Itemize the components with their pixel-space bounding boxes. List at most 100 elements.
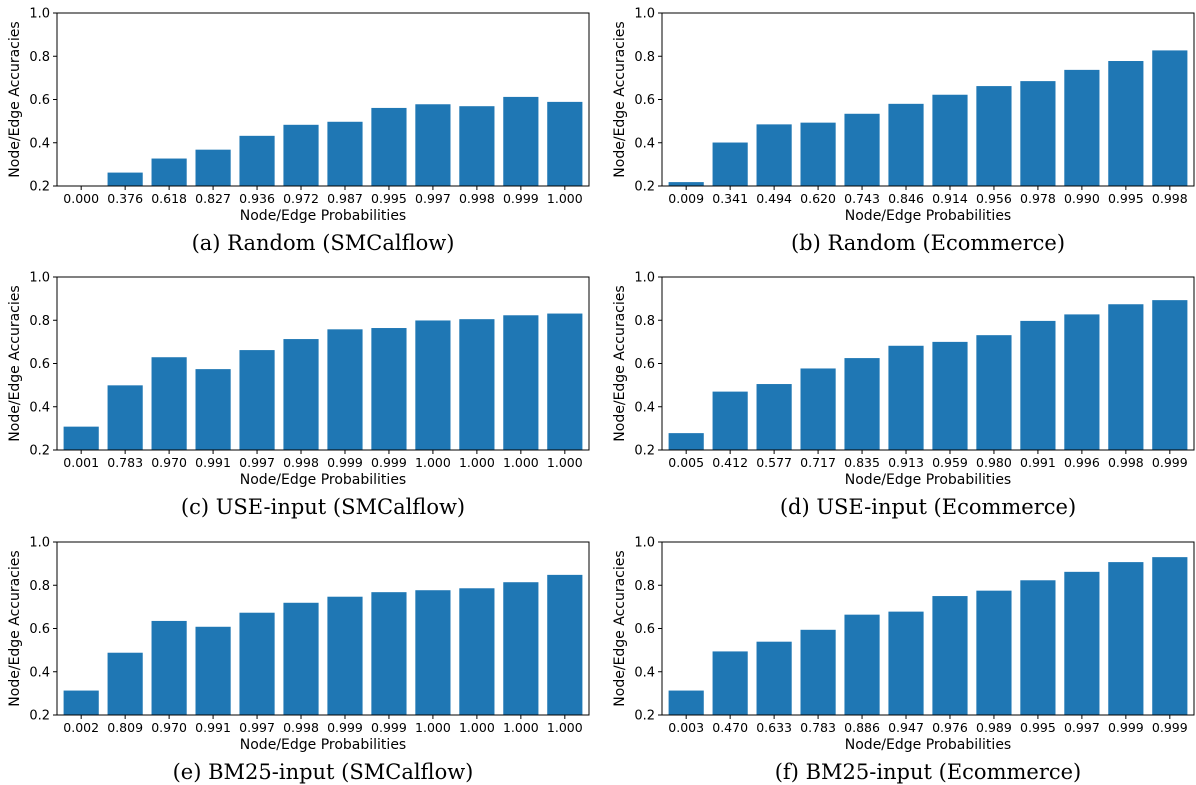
y-tick-label: 0.4 [29, 400, 50, 415]
bar [239, 612, 275, 715]
bar [547, 313, 583, 450]
bar [459, 106, 495, 186]
bar [712, 142, 748, 186]
x-tick-label: 0.936 [239, 191, 275, 206]
y-tick-label: 0.4 [634, 665, 655, 680]
x-tick-label: 0.494 [756, 191, 792, 206]
x-tick-label: 0.000 [63, 191, 99, 206]
x-tick-label: 0.783 [107, 455, 143, 470]
x-tick-label: 0.970 [151, 720, 187, 735]
bar [107, 172, 143, 186]
y-tick-label: 0.2 [634, 709, 655, 724]
y-tick-label: 0.8 [634, 50, 655, 65]
y-tick-label: 0.6 [634, 357, 655, 372]
bar [932, 94, 968, 186]
x-tick-label: 1.000 [547, 455, 583, 470]
y-tick-label: 0.6 [29, 357, 50, 372]
y-tick-label: 0.8 [634, 579, 655, 594]
y-tick-label: 1.0 [29, 536, 50, 551]
y-tick-label: 1.0 [29, 271, 50, 286]
bar [1152, 50, 1188, 186]
x-tick-label: 0.998 [283, 455, 319, 470]
x-tick-label: 1.000 [415, 720, 451, 735]
y-tick-label: 0.2 [29, 180, 50, 195]
bar [1108, 304, 1144, 450]
bar [756, 384, 792, 450]
bar [195, 369, 231, 450]
x-tick-label: 1.000 [547, 720, 583, 735]
y-tick-label: 0.6 [29, 622, 50, 637]
bar [63, 690, 99, 715]
y-tick-label: 1.0 [29, 7, 50, 22]
chart-panel-3: 0.2 0.4 0.6 0.8 1.0 0.005 0.412 0.577 0.717 0.835… [612, 271, 1195, 519]
bar [547, 101, 583, 186]
subfigure-caption: (f) BM25-input (Ecommerce) [775, 760, 1082, 784]
bar [712, 391, 748, 450]
x-tick-label: 0.827 [195, 191, 231, 206]
bar [371, 328, 407, 450]
x-tick-label: 0.470 [712, 720, 748, 735]
bar [283, 339, 319, 450]
x-tick-label: 0.717 [800, 455, 836, 470]
y-axis-label: Node/Edge Accuracies [7, 550, 23, 706]
x-tick-label: 0.995 [1020, 720, 1056, 735]
bar [976, 86, 1012, 186]
bar [63, 426, 99, 450]
x-axis-label: Node/Edge Probabilities [845, 737, 1011, 753]
bar [547, 574, 583, 715]
y-tick-label: 0.6 [29, 93, 50, 108]
x-tick-label: 0.914 [932, 191, 968, 206]
subfigure-caption: (c) USE-input (SMCalflow) [181, 495, 465, 519]
x-axis-label: Node/Edge Probabilities [845, 208, 1011, 224]
bar [415, 590, 451, 715]
x-tick-label: 0.376 [107, 191, 143, 206]
bar [844, 113, 880, 186]
x-tick-label: 0.997 [239, 720, 275, 735]
subfigure-caption: (a) Random (SMCalflow) [192, 231, 455, 255]
x-tick-label: 0.002 [63, 720, 99, 735]
x-tick-label: 0.970 [151, 455, 187, 470]
x-tick-label: 0.998 [459, 191, 495, 206]
bar [503, 315, 539, 450]
bar [976, 590, 1012, 715]
x-tick-label: 0.999 [327, 455, 363, 470]
x-tick-label: 0.001 [63, 455, 99, 470]
x-tick-label: 0.412 [712, 455, 748, 470]
x-tick-label: 0.341 [712, 191, 748, 206]
bar [888, 103, 924, 186]
bar [239, 350, 275, 450]
x-axis-label: Node/Edge Probabilities [240, 208, 406, 224]
bar [195, 626, 231, 715]
chart-panel-1: 0.2 0.4 0.6 0.8 1.0 0.009 0.341 0.494 0.620 0.743… [612, 7, 1195, 255]
bar [1064, 69, 1100, 186]
bar [668, 433, 704, 450]
bar [371, 107, 407, 186]
x-tick-label: 0.959 [932, 455, 968, 470]
x-tick-label: 1.000 [459, 720, 495, 735]
bar [800, 368, 836, 450]
y-tick-label: 1.0 [634, 536, 655, 551]
x-tick-label: 0.913 [888, 455, 924, 470]
y-tick-label: 0.2 [634, 444, 655, 459]
bar [327, 596, 363, 715]
y-tick-label: 0.2 [634, 180, 655, 195]
bar [800, 629, 836, 715]
y-tick-label: 0.2 [29, 444, 50, 459]
bar [415, 104, 451, 186]
y-tick-label: 0.4 [29, 136, 50, 151]
bar [844, 358, 880, 450]
subfigure-caption: (d) USE-input (Ecommerce) [780, 495, 1076, 519]
y-tick-label: 0.8 [29, 579, 50, 594]
bar [1152, 300, 1188, 450]
x-axis-label: Node/Edge Probabilities [240, 472, 406, 488]
subfigure-caption: (b) Random (Ecommerce) [791, 231, 1065, 255]
x-tick-label: 1.000 [459, 455, 495, 470]
bar [712, 651, 748, 715]
x-tick-label: 0.991 [1020, 455, 1056, 470]
x-tick-label: 1.000 [503, 720, 539, 735]
bar [932, 596, 968, 715]
x-tick-label: 0.835 [844, 455, 880, 470]
x-tick-label: 0.991 [195, 455, 231, 470]
bar [1020, 81, 1056, 186]
